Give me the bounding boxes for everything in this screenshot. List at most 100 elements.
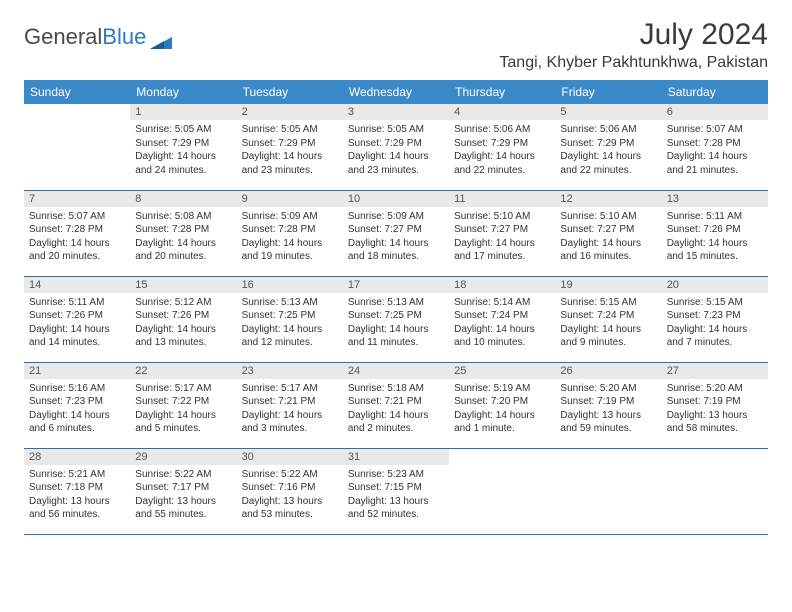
day-number: 30: [237, 449, 343, 465]
calendar-cell: 17Sunrise: 5:13 AMSunset: 7:25 PMDayligh…: [343, 276, 449, 362]
day-line: and 10 minutes.: [454, 336, 550, 350]
day-line: Sunrise: 5:15 AM: [667, 296, 763, 310]
calendar-cell: 24Sunrise: 5:18 AMSunset: 7:21 PMDayligh…: [343, 362, 449, 448]
calendar-table: SundayMondayTuesdayWednesdayThursdayFrid…: [24, 80, 768, 535]
day-line: and 3 minutes.: [242, 422, 338, 436]
day-content: [24, 108, 130, 117]
day-content: Sunrise: 5:10 AMSunset: 7:27 PMDaylight:…: [449, 207, 555, 270]
day-line: Daylight: 14 hours: [242, 150, 338, 164]
day-line: Sunrise: 5:20 AM: [667, 382, 763, 396]
day-line: Sunset: 7:29 PM: [454, 137, 550, 151]
day-line: Sunset: 7:25 PM: [242, 309, 338, 323]
day-line: Sunset: 7:29 PM: [348, 137, 444, 151]
calendar-cell: 4Sunrise: 5:06 AMSunset: 7:29 PMDaylight…: [449, 104, 555, 190]
calendar-cell: 6Sunrise: 5:07 AMSunset: 7:28 PMDaylight…: [662, 104, 768, 190]
day-line: Sunset: 7:21 PM: [348, 395, 444, 409]
day-line: Daylight: 13 hours: [560, 409, 656, 423]
day-line: Daylight: 13 hours: [29, 495, 125, 509]
day-content: Sunrise: 5:09 AMSunset: 7:28 PMDaylight:…: [237, 207, 343, 270]
day-line: Sunset: 7:15 PM: [348, 481, 444, 495]
day-number: 17: [343, 277, 449, 293]
day-line: Sunset: 7:28 PM: [242, 223, 338, 237]
day-line: and 19 minutes.: [242, 250, 338, 264]
day-line: Sunrise: 5:23 AM: [348, 468, 444, 482]
day-line: Daylight: 14 hours: [29, 237, 125, 251]
day-number: 22: [130, 363, 236, 379]
day-line: Sunrise: 5:05 AM: [135, 123, 231, 137]
day-line: and 58 minutes.: [667, 422, 763, 436]
day-number: 8: [130, 191, 236, 207]
day-line: Daylight: 14 hours: [560, 150, 656, 164]
calendar-body: 1Sunrise: 5:05 AMSunset: 7:29 PMDaylight…: [24, 104, 768, 534]
day-content: Sunrise: 5:08 AMSunset: 7:28 PMDaylight:…: [130, 207, 236, 270]
day-line: Sunset: 7:23 PM: [29, 395, 125, 409]
day-line: Sunrise: 5:09 AM: [242, 210, 338, 224]
day-content: Sunrise: 5:21 AMSunset: 7:18 PMDaylight:…: [24, 465, 130, 528]
day-number: 21: [24, 363, 130, 379]
day-header: Wednesday: [343, 80, 449, 104]
day-line: Sunset: 7:27 PM: [454, 223, 550, 237]
day-line: Daylight: 14 hours: [135, 237, 231, 251]
day-content: Sunrise: 5:14 AMSunset: 7:24 PMDaylight:…: [449, 293, 555, 356]
day-line: and 12 minutes.: [242, 336, 338, 350]
day-line: and 6 minutes.: [29, 422, 125, 436]
day-number: 12: [555, 191, 661, 207]
day-content: Sunrise: 5:06 AMSunset: 7:29 PMDaylight:…: [449, 120, 555, 183]
day-number: 4: [449, 104, 555, 120]
day-number: 13: [662, 191, 768, 207]
day-content: [662, 453, 768, 462]
day-header: Friday: [555, 80, 661, 104]
day-line: Sunrise: 5:17 AM: [242, 382, 338, 396]
day-line: and 11 minutes.: [348, 336, 444, 350]
day-line: Daylight: 14 hours: [667, 150, 763, 164]
calendar-cell: 21Sunrise: 5:16 AMSunset: 7:23 PMDayligh…: [24, 362, 130, 448]
day-line: Sunset: 7:28 PM: [667, 137, 763, 151]
day-line: Sunrise: 5:20 AM: [560, 382, 656, 396]
day-line: Sunset: 7:25 PM: [348, 309, 444, 323]
day-line: Sunrise: 5:19 AM: [454, 382, 550, 396]
day-number: 18: [449, 277, 555, 293]
day-line: Daylight: 14 hours: [135, 323, 231, 337]
calendar-cell: 8Sunrise: 5:08 AMSunset: 7:28 PMDaylight…: [130, 190, 236, 276]
day-number: 28: [24, 449, 130, 465]
logo: GeneralBlue: [24, 24, 172, 50]
title-block: July 2024 Tangi, Khyber Pakhtunkhwa, Pak…: [499, 18, 768, 72]
day-line: Sunset: 7:29 PM: [135, 137, 231, 151]
day-content: Sunrise: 5:15 AMSunset: 7:23 PMDaylight:…: [662, 293, 768, 356]
day-number: 24: [343, 363, 449, 379]
day-line: Sunset: 7:27 PM: [348, 223, 444, 237]
day-line: Daylight: 14 hours: [560, 237, 656, 251]
day-number: 7: [24, 191, 130, 207]
calendar-cell: 31Sunrise: 5:23 AMSunset: 7:15 PMDayligh…: [343, 448, 449, 534]
day-line: and 17 minutes.: [454, 250, 550, 264]
logo-triangle-icon: [150, 29, 172, 45]
day-content: Sunrise: 5:23 AMSunset: 7:15 PMDaylight:…: [343, 465, 449, 528]
day-line: Sunrise: 5:15 AM: [560, 296, 656, 310]
day-content: Sunrise: 5:17 AMSunset: 7:22 PMDaylight:…: [130, 379, 236, 442]
calendar-head: SundayMondayTuesdayWednesdayThursdayFrid…: [24, 80, 768, 104]
day-line: Sunset: 7:24 PM: [560, 309, 656, 323]
day-line: Sunset: 7:17 PM: [135, 481, 231, 495]
day-line: Sunrise: 5:11 AM: [29, 296, 125, 310]
day-content: Sunrise: 5:15 AMSunset: 7:24 PMDaylight:…: [555, 293, 661, 356]
day-content: Sunrise: 5:17 AMSunset: 7:21 PMDaylight:…: [237, 379, 343, 442]
day-line: Daylight: 14 hours: [29, 409, 125, 423]
day-content: Sunrise: 5:06 AMSunset: 7:29 PMDaylight:…: [555, 120, 661, 183]
calendar-cell: [24, 104, 130, 190]
day-line: Sunset: 7:22 PM: [135, 395, 231, 409]
day-content: Sunrise: 5:22 AMSunset: 7:16 PMDaylight:…: [237, 465, 343, 528]
day-content: Sunrise: 5:10 AMSunset: 7:27 PMDaylight:…: [555, 207, 661, 270]
day-line: Sunrise: 5:07 AM: [667, 123, 763, 137]
day-line: Daylight: 14 hours: [454, 409, 550, 423]
day-content: Sunrise: 5:13 AMSunset: 7:25 PMDaylight:…: [343, 293, 449, 356]
day-content: Sunrise: 5:05 AMSunset: 7:29 PMDaylight:…: [237, 120, 343, 183]
day-line: Sunset: 7:29 PM: [242, 137, 338, 151]
day-header: Saturday: [662, 80, 768, 104]
day-line: Sunrise: 5:05 AM: [242, 123, 338, 137]
calendar-week: 28Sunrise: 5:21 AMSunset: 7:18 PMDayligh…: [24, 448, 768, 534]
month-title: July 2024: [499, 18, 768, 52]
day-number: 10: [343, 191, 449, 207]
logo-text-1: General: [24, 24, 102, 50]
day-line: Sunset: 7:20 PM: [454, 395, 550, 409]
day-header: Monday: [130, 80, 236, 104]
